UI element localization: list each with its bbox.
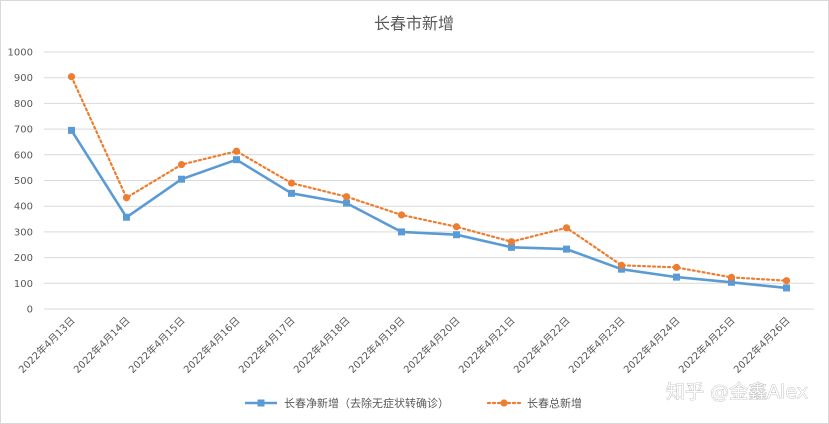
data-point (563, 245, 570, 253)
data-point (123, 213, 130, 221)
legend-item: 长春净新增（去除无症状转确诊） (245, 396, 449, 410)
data-point (617, 261, 626, 269)
legend-label: 长春净新增（去除无症状转确诊） (284, 396, 449, 410)
watermark: 知乎 @金鑫Alex (666, 381, 808, 403)
data-point (782, 277, 791, 285)
data-point (727, 273, 736, 281)
data-point (562, 224, 571, 232)
data-point (178, 175, 185, 183)
data-point (287, 179, 296, 187)
data-point (343, 199, 350, 207)
data-point (342, 193, 351, 201)
data-point (232, 147, 241, 155)
data-point (453, 231, 460, 239)
y-tick-label: 1000 (8, 48, 33, 59)
data-point (783, 284, 790, 292)
y-tick-label: 200 (14, 253, 33, 264)
chart-title: 长春市新增 (374, 14, 454, 33)
data-point (673, 273, 680, 281)
y-tick-label: 100 (14, 279, 33, 290)
y-axis: 0 100 200 300 400 500 600 700 800 900 1000 (8, 48, 33, 316)
data-point (508, 243, 515, 251)
data-point (397, 211, 406, 219)
data-point (177, 160, 186, 169)
y-tick-label: 600 (14, 150, 33, 161)
series-2 (67, 73, 791, 285)
y-tick-label: 900 (14, 73, 33, 84)
legend-item: 长春总新增 (486, 396, 582, 410)
legend-label: 长春总新增 (527, 396, 582, 410)
legend-marker (500, 399, 508, 407)
data-point (452, 223, 461, 231)
series-line (70, 129, 787, 290)
series-group (67, 73, 791, 292)
data-point (507, 238, 516, 246)
y-tick-label: 800 (14, 99, 33, 110)
y-tick-label: 500 (14, 176, 33, 187)
data-point (68, 126, 75, 134)
data-point (288, 189, 295, 197)
data-point (122, 194, 131, 202)
y-tick-label: 300 (14, 227, 33, 238)
data-point (618, 265, 625, 273)
data-point (67, 73, 76, 81)
data-point (233, 156, 240, 164)
legend: 长春净新增（去除无症状转确诊） 长春总新增 (245, 396, 582, 410)
grid-lines (44, 51, 814, 310)
y-tick-label: 700 (14, 125, 33, 136)
legend-marker (257, 399, 265, 407)
series-line (70, 75, 788, 282)
y-tick-label: 400 (14, 202, 33, 213)
data-point (728, 278, 735, 286)
data-point (672, 263, 681, 271)
series-1 (68, 126, 790, 292)
data-point (398, 228, 405, 236)
y-tick-label: 0 (27, 305, 33, 316)
